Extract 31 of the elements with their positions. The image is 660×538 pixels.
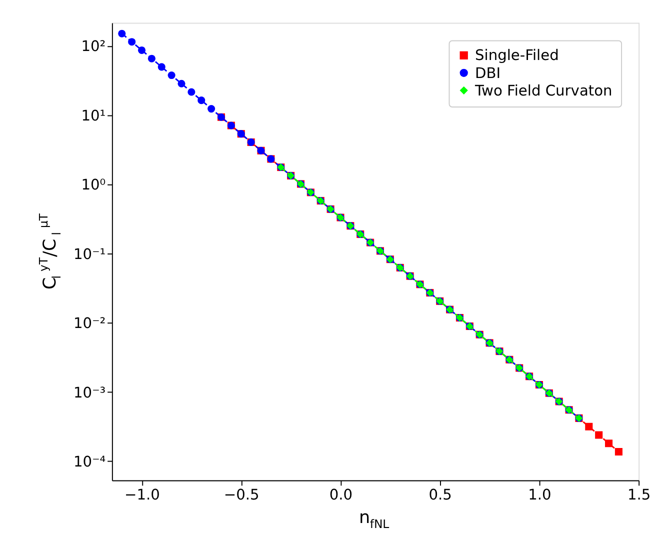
y-tick-label: 10² [81,38,106,56]
point [178,80,186,88]
point [605,440,613,448]
point [208,105,216,113]
point [158,63,166,71]
point [128,38,136,46]
x-tick-label: 1.5 [627,486,651,504]
y-tick-label: 10⁻⁴ [73,454,106,471]
point [595,431,603,439]
point [585,422,593,430]
point [188,88,196,96]
point [614,448,622,456]
x-tick-label: −1.0 [124,486,160,504]
x-tick-label: 1.0 [528,486,552,504]
point [138,46,146,54]
point [148,54,156,62]
x-tick-label: −0.5 [224,486,260,504]
x-tick-label: 0.0 [329,486,353,504]
y-tick-label: 10⁻³ [73,384,106,402]
y-tick-label: 10¹ [81,107,106,124]
y-tick-label: 10⁰ [81,176,106,194]
y-tick-label: 10⁻² [73,315,106,332]
x-tick-label: 0.5 [428,486,452,504]
legend-label: Two Field Curvaton [474,82,612,100]
point [198,96,206,104]
y-axis-title: ClyT/ClμT [36,212,64,290]
point [168,72,176,80]
y-tick-label: 10⁻¹ [73,246,106,263]
legend-label: DBI [475,64,501,82]
legend-label: Single-Filed [475,47,559,64]
point [118,30,126,38]
